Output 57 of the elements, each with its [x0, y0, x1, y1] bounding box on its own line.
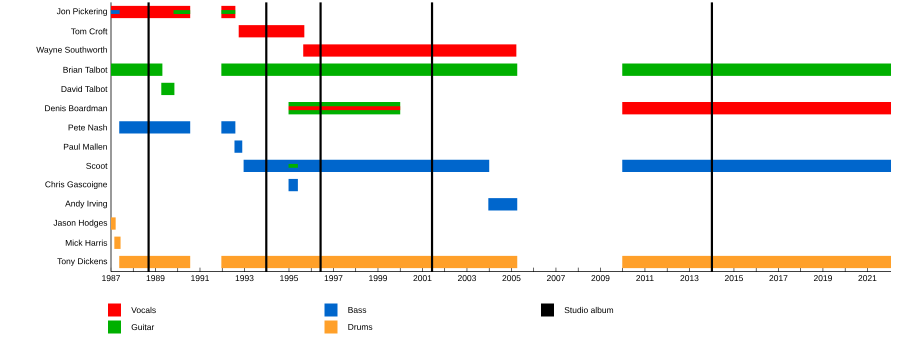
bar [288, 106, 400, 110]
y-tick-label: Chris Gascoigne [45, 181, 108, 190]
bar [114, 236, 121, 249]
bar [303, 44, 516, 57]
bar [288, 178, 298, 192]
x-tick-label: 2007 [546, 275, 565, 282]
y-tick-label: Jon Pickering [56, 8, 107, 16]
x-tick-label: 2015 [724, 275, 744, 282]
bar [622, 102, 892, 114]
legend-label: Vocals [131, 306, 156, 314]
x-tick-label: 2019 [814, 275, 832, 282]
bar [622, 64, 892, 76]
bar [221, 256, 518, 268]
y-tick-label: Mick Harris [66, 240, 108, 246]
bar [288, 164, 298, 168]
x-tick-label: 2009 [591, 275, 610, 282]
bar [221, 121, 236, 134]
x-tick-label: 1995 [280, 275, 298, 282]
x-tick-label: 2003 [458, 275, 476, 282]
bar [234, 140, 242, 153]
y-tick-label: Scoot [86, 162, 108, 169]
y-tick-label: Pete Nash [68, 124, 107, 130]
x-tick-label: 1991 [191, 275, 209, 282]
y-tick-label: Tom Croft [70, 28, 108, 34]
x-tick-label: 2001 [413, 275, 432, 282]
bar [622, 160, 892, 172]
y-tick-label: Brian Talbot [63, 66, 108, 73]
bar [622, 256, 892, 268]
y-tick-label: Tony Dickens [57, 258, 108, 266]
bar [111, 64, 162, 76]
x-tick-label: 1999 [369, 275, 387, 282]
x-tick-label: 2005 [502, 275, 521, 282]
y-tick-label: Andy Irving [65, 200, 107, 208]
bar [244, 160, 490, 172]
x-tick-label: 1997 [324, 275, 342, 282]
x-tick-label: 2017 [769, 275, 788, 282]
x-tick-label: 2013 [680, 275, 698, 282]
y-tick-label: David Talbot [62, 86, 108, 92]
x-tick-label: 2021 [858, 275, 876, 282]
legend-label: Bass [348, 307, 366, 313]
bar [238, 25, 304, 38]
bar [488, 198, 518, 210]
x-tick-label: 1987 [102, 275, 120, 282]
x-tick-label: 1993 [236, 275, 254, 282]
bar [161, 82, 174, 96]
x-tick-label: 2011 [636, 275, 654, 282]
y-tick-label: Denis Boardman [45, 105, 107, 112]
bar [119, 256, 190, 268]
y-tick-label: Wayne Southworth [36, 46, 107, 54]
bar [111, 217, 116, 230]
x-tick-label: 1989 [146, 275, 165, 282]
bar [119, 121, 190, 134]
legend-label: Guitar [132, 324, 154, 330]
y-tick-label: Paul Mallen [64, 144, 107, 150]
legend-label: Drums [348, 324, 372, 330]
y-tick-label: Jason Hodges [53, 220, 108, 228]
legend-label: Studio album [564, 306, 614, 314]
